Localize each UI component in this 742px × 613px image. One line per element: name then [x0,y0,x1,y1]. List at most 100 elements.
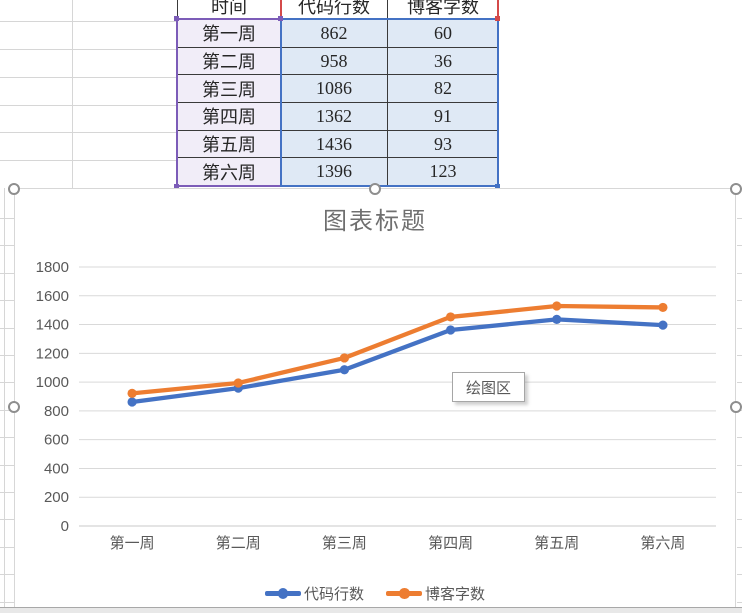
selection-handle-top-left[interactable] [8,183,20,195]
blog-cell[interactable]: 91 [387,102,499,131]
chart-object[interactable]: 图表标题 0 200 400 600 800 1000 1200 1400 1600 1800 第一… [14,188,736,607]
y-axis-tick-label: 800 [44,403,69,420]
blog-cell[interactable]: 93 [387,129,499,159]
table-row: 第六周 1396 123 [177,157,499,187]
sheet-gridline [0,355,14,356]
data-point-marker[interactable] [552,301,562,311]
sheet-gridline [0,21,177,22]
sheet-gridline [0,132,177,133]
code-cell[interactable]: 1396 [280,157,388,187]
data-point-marker[interactable] [658,302,668,313]
y-axis-tick-label: 1800 [36,259,69,276]
table-body: 第一周 862 60 第二周 958 36 第三周 1086 82 第四周 1362 91 第五周 143… [177,19,499,187]
sheet-gridline [737,574,742,575]
blog-cell[interactable]: 36 [387,46,499,76]
plot-area-tooltip: 绘图区 [452,372,525,402]
sheet-gridline [0,77,177,78]
code-cell[interactable]: 1436 [280,129,388,159]
header-cell-1[interactable]: 代码行数 [280,0,388,20]
selection-handle-top-right[interactable] [730,183,742,195]
x-axis-tick-label: 第二周 [216,534,261,552]
sheet-gridline [737,519,742,520]
table-row: 第四周 1362 91 [177,102,499,131]
legend-line-marker-icon [264,588,301,599]
y-axis-tick-label: 0 [61,518,69,535]
sheet-gridline [737,273,742,274]
code-cell[interactable]: 1362 [280,102,388,131]
y-axis-tick-label: 600 [44,432,69,449]
y-axis-tick-label: 1200 [36,345,69,362]
series-line-博客字数[interactable] [129,303,666,396]
sheet-gridline [0,382,14,383]
sheet-gridline [737,465,742,466]
time-cell[interactable]: 第六周 [177,157,281,187]
data-point-marker[interactable] [233,378,243,388]
header-cell-0[interactable]: 时间 [177,0,281,20]
x-axis-tick-label: 第六周 [640,534,685,552]
sheet-gridline [737,437,742,438]
code-cell[interactable]: 1086 [280,74,388,104]
sheet-gridline [0,602,14,603]
x-axis-tick-label: 第三周 [322,534,367,552]
chart-legend[interactable]: 代码行数 博客字数 [15,581,735,605]
blog-cell[interactable]: 123 [387,157,499,187]
y-axis-tick-label: 1400 [36,317,69,334]
selection-handle-middle-right[interactable] [730,401,742,413]
legend-item[interactable]: 博客字数 [386,583,485,604]
legend-line-marker-icon [386,588,422,599]
sheet-gridline [0,465,14,466]
data-point-marker[interactable] [658,320,668,330]
data-point-marker[interactable] [445,312,456,322]
range-handle[interactable] [174,16,179,21]
data-point-marker[interactable] [445,325,456,335]
sheet-gridline [0,547,14,548]
sheet-gridline [0,273,14,274]
y-axis-tick-label: 200 [44,489,69,506]
sheet-gridline [0,160,177,161]
sheet-gridline [737,355,742,356]
blog-cell[interactable]: 60 [387,19,499,48]
time-cell[interactable]: 第三周 [177,74,281,104]
table-row: 第一周 862 60 [177,19,499,48]
sheet-gridline [737,382,742,383]
chart-plot-svg: 0 200 400 600 800 1000 1200 1400 1600 1800 第一周 第二周 第… [36,259,716,552]
time-cell[interactable]: 第五周 [177,129,281,159]
sheet-gridline [0,437,14,438]
sheet-gridline [0,245,14,246]
blog-cell[interactable]: 82 [387,74,499,104]
legend-item[interactable]: 代码行数 [264,583,364,604]
sheet-gridline [0,218,14,219]
sheet-gridline [0,492,14,493]
range-handle[interactable] [174,184,179,189]
chart-title[interactable]: 图表标题 [323,208,427,235]
y-axis-tick-label: 1000 [36,374,69,391]
sheet-gridline [0,105,177,106]
x-axis-tick-label: 第五周 [534,534,579,552]
selection-handle-middle-left[interactable] [8,401,20,413]
legend-label: 代码行数 [303,585,364,603]
data-point-marker[interactable] [339,365,350,375]
time-cell[interactable]: 第二周 [177,46,281,76]
table-row: 第二周 958 36 [177,46,499,76]
code-cell[interactable]: 862 [280,19,388,48]
sheet-gridline [737,602,742,603]
range-handle[interactable] [495,184,500,189]
legend-label: 博客字数 [425,585,486,603]
header-cell-2[interactable]: 博客字数 [387,0,499,20]
sheet-gridline [737,492,742,493]
time-cell[interactable]: 第一周 [177,19,281,48]
range-handle[interactable] [495,16,500,21]
data-point-marker[interactable] [127,388,137,398]
selection-handle-top-center[interactable] [369,183,381,195]
x-axis-tick-label: 第一周 [110,534,155,552]
code-cell[interactable]: 958 [280,46,388,76]
series-line-代码行数[interactable] [129,317,666,405]
data-point-marker[interactable] [552,314,562,324]
data-point-marker[interactable] [339,353,350,363]
data-point-marker[interactable] [127,397,137,407]
table-header-row: 时间 代码行数 博客字数 [177,0,499,20]
range-handle[interactable] [278,16,283,21]
source-data-table: 时间 代码行数 博客字数 第一周 862 60 第二周 958 36 第三周 1086 82 第四周 1… [177,0,499,187]
time-cell[interactable]: 第四周 [177,102,281,131]
